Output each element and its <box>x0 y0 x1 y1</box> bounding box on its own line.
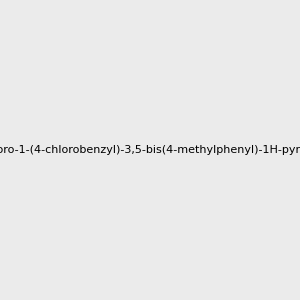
Text: 4-chloro-1-(4-chlorobenzyl)-3,5-bis(4-methylphenyl)-1H-pyrazole: 4-chloro-1-(4-chlorobenzyl)-3,5-bis(4-me… <box>0 145 300 155</box>
